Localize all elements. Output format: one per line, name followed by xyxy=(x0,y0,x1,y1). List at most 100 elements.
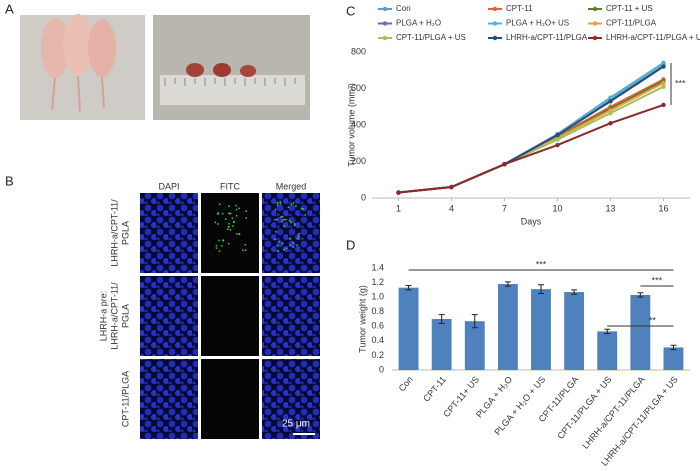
y-tick-label: 0.4 xyxy=(371,335,384,345)
bar xyxy=(630,294,651,370)
fluorescence-speck xyxy=(227,225,230,228)
y-tick-label: 400 xyxy=(351,119,366,129)
fluorescence-speck xyxy=(218,250,221,252)
y-tick-label: 200 xyxy=(351,156,366,166)
panel-label: A xyxy=(5,1,14,16)
legend-swatch xyxy=(492,6,498,12)
bar xyxy=(431,319,452,370)
photo-mice xyxy=(20,14,145,120)
series-line xyxy=(398,103,664,194)
annotation: *** xyxy=(675,78,686,88)
fluorescence-speck xyxy=(290,221,292,224)
point xyxy=(608,99,613,104)
panel-label: D xyxy=(346,237,355,252)
fluorescence-speck xyxy=(293,223,296,225)
panel-label: C xyxy=(346,3,355,18)
y-axis-title: Tumor volume (mm³) xyxy=(346,83,356,167)
fluorescence-speck xyxy=(288,219,291,222)
x-tick-label: CPT-11 xyxy=(421,374,448,403)
legend-swatch xyxy=(492,21,498,26)
fluorescence-speck xyxy=(274,238,276,241)
fluorescence-speck xyxy=(274,208,277,211)
bar xyxy=(564,292,585,370)
fluorescence-speck xyxy=(276,218,278,221)
fluorescence-speck xyxy=(293,224,296,226)
row-label: PGLA xyxy=(120,304,130,328)
fluorescence-speck xyxy=(244,244,247,246)
fluorescence-speck xyxy=(218,239,220,242)
fluorescence-speck xyxy=(298,235,300,238)
point xyxy=(661,80,666,86)
fluorescence-speck xyxy=(235,215,238,217)
y-tick-label: 0 xyxy=(379,364,384,374)
fluorescence-speck xyxy=(304,214,306,216)
fluorescence-speck xyxy=(242,249,244,251)
column-header: FITC xyxy=(220,181,240,191)
fluorescence-speck xyxy=(285,247,287,250)
fluorescence-speck xyxy=(277,250,279,253)
fluorescence-speck xyxy=(283,218,285,221)
error-bar xyxy=(571,289,578,295)
x-tick-label: 4 xyxy=(449,203,454,213)
fluorescence-speck xyxy=(214,221,217,224)
legend-label: CPT-11 + US xyxy=(606,4,653,13)
fluorescence-speck xyxy=(279,202,282,205)
x-axis-title: Days xyxy=(521,216,542,226)
legend-label: LHRH-a/CPT-11/PLGA + US xyxy=(606,33,700,42)
fluorescence-speck xyxy=(228,212,230,215)
fluorescence-speck xyxy=(236,233,238,235)
fluorescence-speck xyxy=(218,203,221,206)
fluorescence-speck xyxy=(245,217,247,219)
fluorescence-speck xyxy=(289,244,292,247)
micrograph xyxy=(201,193,259,273)
y-tick-label: 0.6 xyxy=(371,321,384,331)
point xyxy=(608,110,613,116)
y-tick-label: 1.2 xyxy=(371,277,384,287)
fluorescence-speck xyxy=(224,218,227,221)
annotation: ** xyxy=(649,315,657,325)
fluorescence-speck xyxy=(289,237,291,240)
fluorescence-speck xyxy=(227,242,230,245)
y-tick-label: 600 xyxy=(351,83,366,93)
fluorescence-speck xyxy=(280,216,282,218)
annotation: *** xyxy=(652,275,663,285)
x-tick-label: 16 xyxy=(658,203,668,213)
fluorescence-speck xyxy=(274,218,276,221)
fluorescence-speck xyxy=(227,228,229,231)
y-tick-label: 1.4 xyxy=(371,262,384,272)
fluorescence-speck xyxy=(238,233,240,235)
point xyxy=(396,190,401,195)
series-line xyxy=(398,63,665,194)
legend-label: PLGA + H₂O xyxy=(396,19,441,28)
error-bar xyxy=(538,284,544,294)
micrograph xyxy=(262,276,320,356)
fluorescence-speck xyxy=(281,215,284,218)
row-label: CPT-11/PLGA xyxy=(120,371,130,427)
row-label: PGLA xyxy=(120,221,130,245)
legend-swatch xyxy=(592,6,598,12)
legend-label: LHRH-a/CPT-11/PLGA xyxy=(506,33,588,42)
fluorescence-speck xyxy=(217,212,220,214)
annotation: *** xyxy=(536,259,547,269)
fluorescence-speck xyxy=(235,208,238,211)
y-tick-label: 800 xyxy=(351,46,366,56)
fluorescence-speck xyxy=(278,240,280,243)
micrograph xyxy=(201,359,259,439)
fluorescence-speck xyxy=(292,202,295,204)
fluorescence-speck xyxy=(283,225,286,227)
series-line xyxy=(398,78,664,194)
legend-label: CPT-11/PLGA + US xyxy=(396,33,466,42)
fluorescence-speck xyxy=(222,239,224,241)
x-tick-label: 7 xyxy=(502,203,507,213)
row-label: LHRH-a/CPT-11/ xyxy=(109,282,119,350)
point xyxy=(661,84,666,89)
micrograph xyxy=(262,359,320,439)
fluorescence-speck xyxy=(292,246,294,248)
x-tick-label: 10 xyxy=(552,203,562,213)
series-line xyxy=(398,65,665,194)
legend-swatch xyxy=(382,35,388,41)
point xyxy=(555,142,560,148)
fluorescence-speck xyxy=(216,213,219,215)
fluorescence-speck xyxy=(283,248,285,251)
